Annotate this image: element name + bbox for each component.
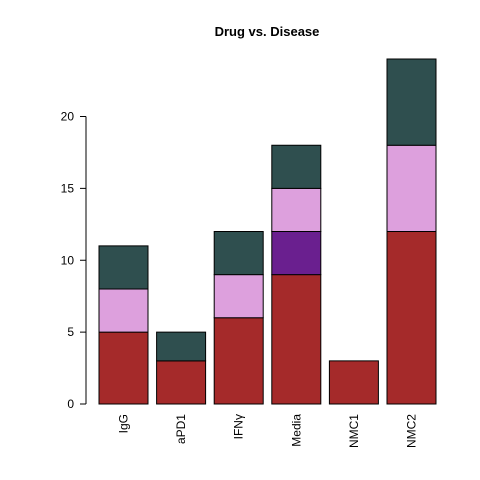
- bar-segment: [271, 144, 322, 189]
- bar-segment: [213, 317, 264, 405]
- bar-segment: [386, 58, 437, 146]
- bar-segment: [271, 187, 322, 232]
- x-tick-label: NMC2: [405, 414, 419, 448]
- bar-segment: [213, 274, 264, 319]
- bar-segment: [156, 360, 207, 405]
- y-axis: 0 5 10 15 20: [61, 110, 87, 411]
- bars: [98, 58, 437, 405]
- bar-segment: [328, 360, 379, 405]
- bar-segment: [98, 245, 149, 290]
- y-tick-label: 15: [61, 181, 75, 195]
- y-tick-label: 10: [61, 253, 75, 267]
- bar-segment: [271, 274, 322, 405]
- bar-segment: [386, 144, 437, 232]
- chart-title: Drug vs. Disease: [215, 24, 320, 39]
- x-tick-label: IgG: [117, 414, 131, 433]
- y-tick-label: 0: [67, 397, 74, 411]
- bar-segment: [213, 231, 264, 276]
- x-axis-labels: IgG aPD1 IFNγ Media NMC1 NMC2: [117, 414, 419, 448]
- bar-segment: [386, 231, 437, 405]
- x-tick-label: Media: [289, 414, 303, 447]
- x-tick-label: aPD1: [174, 414, 188, 444]
- bar-segment: [98, 331, 149, 405]
- bar-segment: [271, 231, 322, 276]
- bar-segment: [98, 288, 149, 333]
- x-tick-label: IFNγ: [232, 414, 246, 439]
- x-tick-label: NMC1: [347, 414, 361, 448]
- bar-segment: [156, 331, 207, 362]
- y-tick-label: 5: [67, 325, 74, 339]
- y-tick-label: 20: [61, 110, 75, 124]
